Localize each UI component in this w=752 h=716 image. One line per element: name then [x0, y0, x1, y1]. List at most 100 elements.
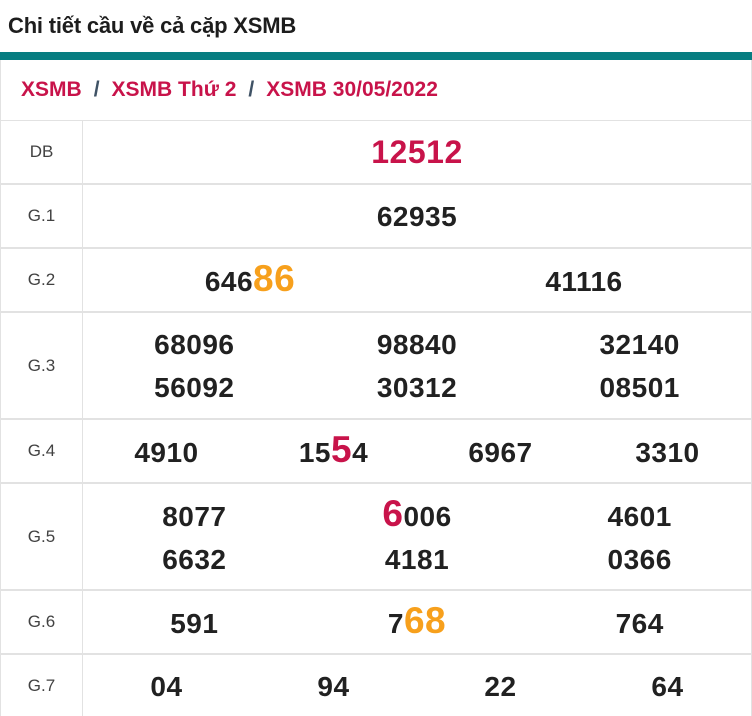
prize-number: 30312 [306, 366, 529, 409]
digit-segment: 32140 [599, 328, 680, 360]
prize-values: 12512 [83, 121, 751, 183]
digit-segment: 04 [150, 670, 183, 702]
prize-number: 8077 [83, 495, 306, 538]
prize-values: 591 768 764 [83, 591, 751, 653]
prize-line: 12512 [83, 131, 751, 174]
prize-row-db: DB 12512 [1, 121, 751, 185]
digit-segment: 30312 [376, 371, 458, 403]
prize-number: 0366 [528, 538, 751, 581]
prize-row-g2: G.2 64686 41116 [1, 249, 751, 313]
digit-segment: 15 [298, 437, 331, 468]
prize-number: 4181 [306, 538, 529, 581]
prize-table-body: DB 12512 G.1 62935 G.2 64686 41116 G.3 68096 9884… [1, 121, 751, 716]
prize-number: 56092 [83, 366, 306, 409]
breadcrumb-separator: / [248, 78, 255, 101]
digit-segment: 4910 [134, 437, 199, 468]
prize-label: DB [1, 121, 83, 183]
digit-segment: 22 [484, 670, 517, 702]
breadcrumb-link-xsmb-date[interactable]: XSMB 30/05/2022 [266, 78, 438, 101]
digit-segment: 4181 [384, 544, 450, 575]
prize-line: 56092 30312 08501 [83, 366, 751, 409]
digit-segment: 7 [387, 608, 404, 639]
prize-number: 62935 [83, 195, 751, 238]
digit-segment: 646 [204, 266, 254, 297]
prize-number: 591 [83, 602, 306, 645]
prize-number: 6006 [306, 492, 529, 538]
prize-line: 6632 4181 0366 [83, 538, 751, 581]
prize-values: 62935 [83, 185, 751, 247]
prize-row-g5: G.5 8077 6006 4601 6632 4181 0366 [1, 484, 751, 591]
digit-segment-highlight: 68 [403, 600, 447, 641]
prize-number: 6632 [83, 538, 306, 581]
digit-segment: 41116 [545, 266, 623, 297]
prize-number: 32140 [528, 323, 751, 366]
prize-row-g7: G.7 04 94 22 64 [1, 655, 751, 716]
prize-number: 41116 [417, 260, 751, 303]
prize-values: 4910 1554 6967 3310 [83, 420, 751, 482]
digit-segment: 94 [317, 670, 350, 702]
digit-segment: 6632 [162, 544, 227, 575]
prize-line: 591 768 764 [83, 599, 751, 645]
prize-line: 4910 1554 6967 3310 [83, 428, 751, 474]
prize-line: 62935 [83, 195, 751, 238]
prize-label: G.5 [1, 484, 83, 589]
digit-segment: 4601 [607, 501, 672, 532]
prize-number: 764 [528, 602, 751, 645]
digit-segment: 4 [352, 437, 369, 468]
prize-line: 04 94 22 64 [83, 665, 751, 708]
prize-number: 64686 [83, 257, 417, 303]
digit-segment: 12512 [371, 133, 463, 170]
prize-values: 04 94 22 64 [83, 655, 751, 716]
digit-segment: 764 [615, 608, 664, 639]
breadcrumb-link-xsmb-thu-2[interactable]: XSMB Thứ 2 [111, 78, 237, 101]
digit-segment: 62935 [376, 200, 458, 232]
prize-line: 8077 6006 4601 [83, 492, 751, 538]
prize-values: 8077 6006 4601 6632 4181 0366 [83, 484, 751, 589]
prize-number: 98840 [306, 323, 529, 366]
digit-segment: 006 [403, 501, 452, 532]
prize-number: 6967 [417, 431, 584, 474]
prize-number: 94 [250, 665, 417, 708]
prize-label: G.2 [1, 249, 83, 311]
digit-segment: 0366 [607, 544, 672, 575]
page-title: Chi tiết cầu về cả cặp XSMB [8, 13, 297, 38]
prize-label: G.4 [1, 420, 83, 482]
prize-label: G.6 [1, 591, 83, 653]
prize-number: 64 [584, 665, 751, 708]
prize-number: 768 [306, 599, 529, 645]
prize-line: 68096 98840 32140 [83, 323, 751, 366]
prize-number: 08501 [528, 366, 751, 409]
digit-segment-highlight: 5 [331, 429, 353, 470]
prize-row-g6: G.6 591 768 764 [1, 591, 751, 655]
prize-table: XSMB / XSMB Thứ 2 / XSMB 30/05/2022 DB 12… [0, 60, 752, 716]
breadcrumb: XSMB / XSMB Thứ 2 / XSMB 30/05/2022 [1, 60, 751, 121]
prize-number: 04 [83, 665, 250, 708]
prize-label: G.1 [1, 185, 83, 247]
prize-number: 12512 [83, 131, 751, 174]
digit-segment-highlight: 86 [253, 258, 296, 299]
prize-number: 22 [417, 665, 584, 708]
prize-values: 68096 98840 32140 56092 30312 08501 [83, 313, 751, 418]
accent-bar [0, 52, 752, 60]
digit-segment: 64 [651, 670, 684, 702]
breadcrumb-separator: / [93, 78, 100, 101]
prize-number: 4910 [83, 431, 250, 474]
prize-number: 1554 [250, 428, 417, 474]
digit-segment: 3310 [635, 437, 700, 468]
digit-segment: 08501 [599, 371, 680, 403]
prize-label: G.7 [1, 655, 83, 716]
prize-label: G.3 [1, 313, 83, 418]
prize-line: 64686 41116 [83, 257, 751, 303]
prize-row-g4: G.4 4910 1554 6967 3310 [1, 420, 751, 484]
digit-segment: 8077 [162, 501, 227, 532]
digit-segment: 6967 [468, 437, 533, 468]
digit-segment: 591 [170, 608, 219, 639]
prize-row-g1: G.1 62935 [1, 185, 751, 249]
prize-values: 64686 41116 [83, 249, 751, 311]
prize-number: 3310 [584, 431, 751, 474]
digit-segment: 68096 [154, 328, 235, 360]
breadcrumb-link-xsmb[interactable]: XSMB [21, 78, 82, 101]
prize-row-g3: G.3 68096 98840 32140 56092 30312 08501 [1, 313, 751, 420]
prize-number: 68096 [83, 323, 306, 366]
prize-number: 4601 [528, 495, 751, 538]
